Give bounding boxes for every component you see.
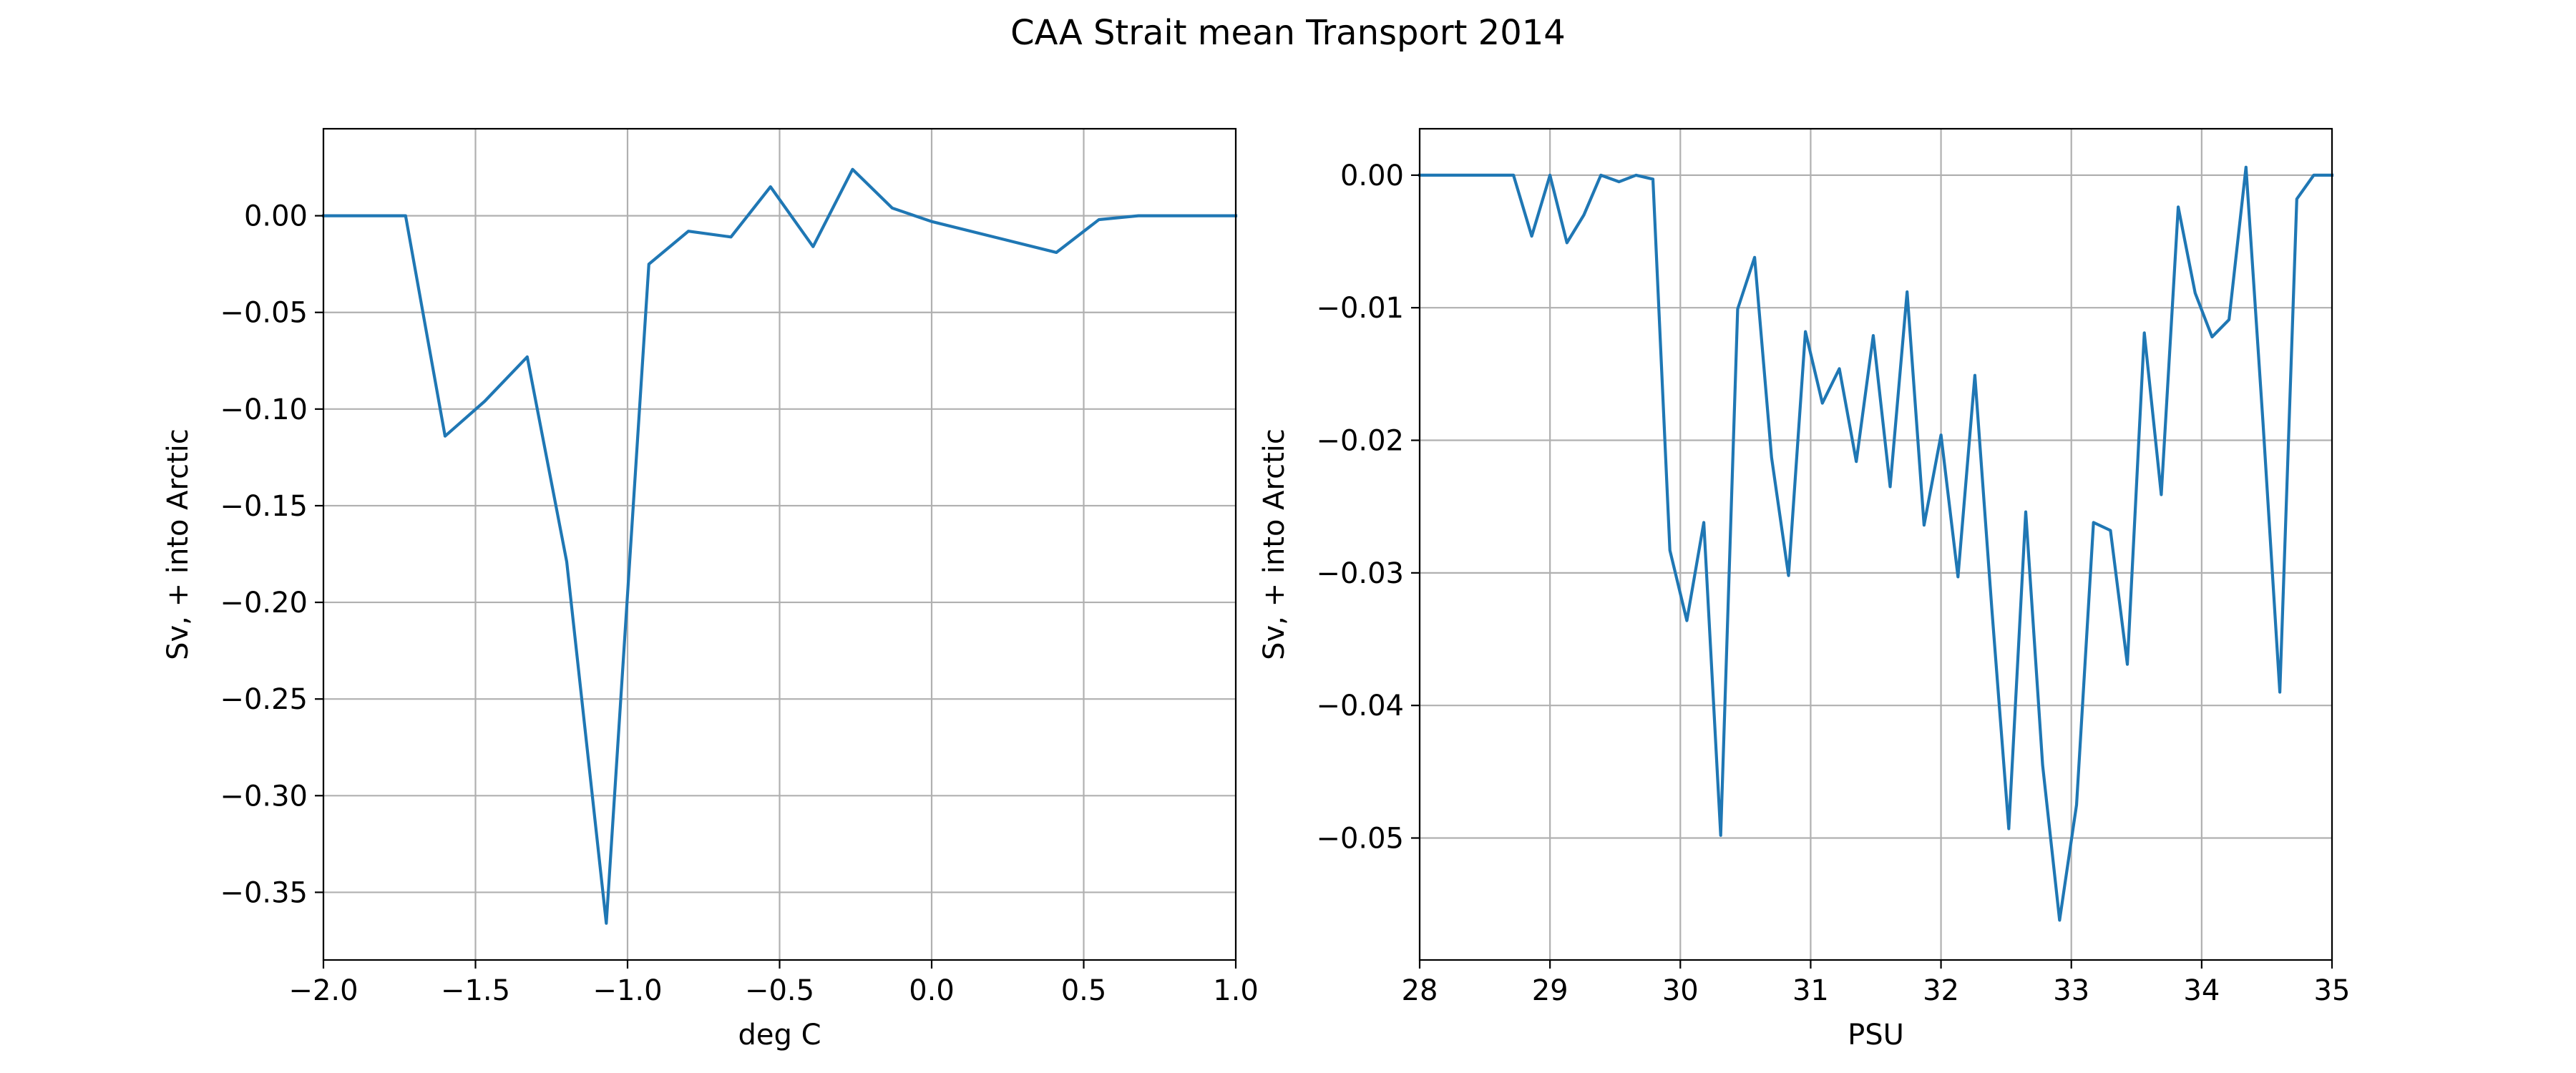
x-tick-label: −2.0 bbox=[288, 974, 358, 1007]
y-tick-label: −0.20 bbox=[220, 587, 308, 619]
x-tick-label: −1.0 bbox=[592, 974, 662, 1007]
x-tick-label: −0.5 bbox=[745, 974, 814, 1007]
axes-frame bbox=[1418, 127, 2333, 961]
temperature-subplot: −2.0 −1.5 −1.0 −0.5 0.0 0.5 1.0 0.00 −0.05 −0.10 −… bbox=[162, 127, 1259, 1052]
y-tick-label: −0.30 bbox=[220, 780, 308, 813]
y-tick-label: 0.00 bbox=[244, 200, 308, 233]
y-tick-label: −0.04 bbox=[1316, 690, 1404, 722]
x-tick-label: 0.0 bbox=[909, 974, 955, 1007]
x-axis-label: PSU bbox=[1848, 1019, 1904, 1052]
x-tick-label: 34 bbox=[2183, 974, 2220, 1007]
x-tick-label: 30 bbox=[1662, 974, 1699, 1007]
y-tick-label: −0.05 bbox=[220, 297, 308, 330]
data-series-line bbox=[1418, 165, 2334, 922]
y-tick-label: −0.03 bbox=[1316, 557, 1404, 590]
y-axis-label: Sv, + into Arctic bbox=[162, 428, 195, 660]
figure-title: CAA Strait mean Transport 2014 bbox=[1010, 13, 1566, 53]
y-tick-label: −0.15 bbox=[220, 490, 308, 523]
data-series-line bbox=[321, 167, 1238, 925]
y-tick-label: −0.05 bbox=[1316, 822, 1404, 855]
y-axis-label: Sv, + into Arctic bbox=[1258, 428, 1291, 660]
y-tick-label: −0.01 bbox=[1316, 292, 1404, 325]
y-tick-label: 0.00 bbox=[1340, 160, 1404, 192]
y-tick-label: −0.02 bbox=[1316, 425, 1404, 458]
x-tick-label: 35 bbox=[2314, 974, 2351, 1007]
x-tick-label: 32 bbox=[1923, 974, 1959, 1007]
x-tick-label: 31 bbox=[1792, 974, 1829, 1007]
x-tick-label: 33 bbox=[2053, 974, 2089, 1007]
salinity-subplot: 28 29 30 31 32 33 34 35 0.00 −0.01 −0.02 −0.03 −0.04… bbox=[1258, 127, 2351, 1052]
x-axis-label: deg C bbox=[738, 1019, 821, 1052]
y-tick-label: −0.35 bbox=[220, 876, 308, 909]
y-tick-label: −0.10 bbox=[220, 393, 308, 426]
x-tick-label: 29 bbox=[1532, 974, 1568, 1007]
y-tick-label: −0.25 bbox=[220, 683, 308, 716]
x-tick-label: 0.5 bbox=[1061, 974, 1107, 1007]
x-tick-label: −1.5 bbox=[441, 974, 510, 1007]
x-tick-label: 1.0 bbox=[1213, 974, 1259, 1007]
x-tick-label: 28 bbox=[1402, 974, 1438, 1007]
